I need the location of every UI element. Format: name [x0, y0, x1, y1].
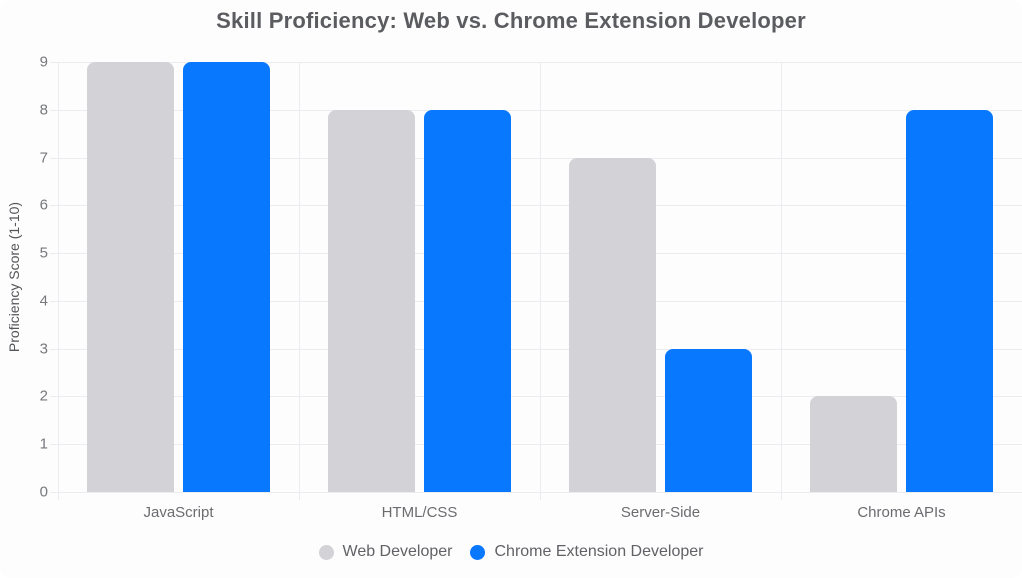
legend-swatch-icon — [470, 544, 486, 560]
y-tick-label: 5 — [39, 244, 48, 262]
y-tick-label: 1 — [39, 435, 48, 453]
legend: Web Developer Chrome Extension Developer — [0, 543, 1022, 561]
v-gridline — [781, 62, 782, 492]
y-axis-tick — [50, 300, 58, 302]
y-axis-title: Proficiency Score (1-10) — [6, 201, 22, 353]
category-label: HTML/CSS — [381, 504, 458, 521]
chart-title: Skill Proficiency: Web vs. Chrome Extens… — [216, 8, 806, 33]
legend-label: Chrome Extension Developer — [494, 543, 704, 560]
bar-chrome-extension-developer-html-css — [424, 109, 511, 492]
bar-chrome-extension-developer-server-side — [665, 348, 752, 492]
bar-web-developer-chrome-apis — [810, 396, 897, 492]
y-tick-label: 6 — [39, 196, 48, 214]
y-axis-tick — [50, 396, 58, 398]
y-axis-tick — [50, 109, 58, 111]
v-gridline — [540, 62, 541, 492]
y-axis-tick — [50, 157, 58, 159]
y-axis-tick — [50, 253, 58, 255]
y-tick-label: 8 — [39, 101, 48, 119]
bar-chrome-extension-developer-javascript — [183, 62, 270, 492]
legend-item-web-developer[interactable]: Web Developer — [318, 543, 453, 561]
y-tick-label: 0 — [39, 483, 48, 501]
y-tick-label: 7 — [39, 149, 48, 167]
y-tick-label: 3 — [39, 340, 48, 358]
y-axis-tick — [50, 492, 58, 493]
bar-chrome-extension-developer-chrome-apis — [906, 109, 993, 492]
y-axis-tick — [50, 205, 58, 207]
v-gridline — [299, 62, 300, 492]
y-tick-label: 9 — [39, 53, 48, 71]
y-axis-tick — [50, 348, 58, 350]
y-tick-label: 2 — [39, 387, 48, 405]
legend-label: Web Developer — [342, 543, 453, 560]
category-label: Server-Side — [620, 504, 701, 521]
bar-web-developer-html-css — [328, 109, 415, 492]
x-axis-tick — [299, 492, 300, 500]
category-label: JavaScript — [143, 504, 214, 521]
x-axis-tick — [781, 492, 782, 500]
category-label: Chrome APIs — [857, 504, 946, 521]
y-axis-tick — [50, 444, 58, 446]
v-gridline — [58, 62, 59, 492]
x-axis-tick — [540, 492, 541, 500]
legend-swatch-icon — [318, 544, 334, 560]
plot-area — [58, 62, 1022, 500]
y-tick-label: 4 — [39, 292, 48, 310]
legend-item-chrome-extension-developer[interactable]: Chrome Extension Developer — [470, 543, 703, 561]
x-axis-tick — [58, 492, 59, 500]
y-axis-tick — [50, 62, 58, 63]
bar-web-developer-server-side — [569, 157, 656, 492]
bar-web-developer-javascript — [87, 62, 174, 492]
